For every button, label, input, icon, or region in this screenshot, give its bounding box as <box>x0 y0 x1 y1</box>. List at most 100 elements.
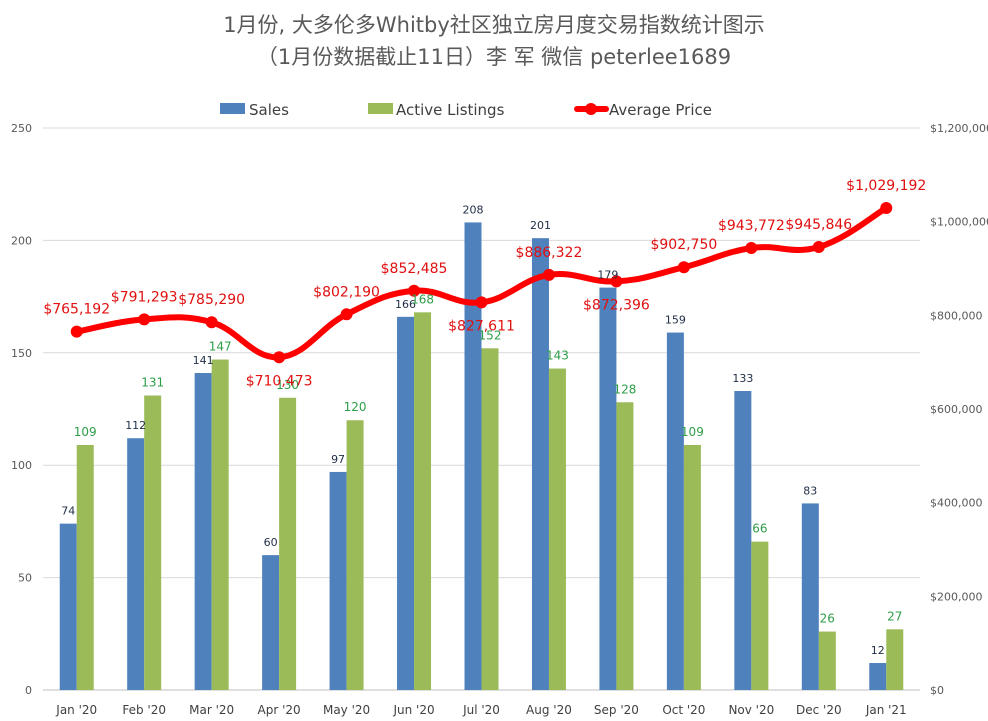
bar-sales <box>59 523 77 690</box>
data-label-active-listings: 120 <box>344 400 367 414</box>
y-axis-left: 0 50 100 150 200 250 <box>11 122 32 697</box>
data-label-sales: 60 <box>264 536 278 549</box>
y-right-tick-label: $1,200,000 <box>930 122 988 135</box>
legend-label-active-listings: Active Listings <box>396 101 505 119</box>
bar-sales <box>734 391 752 690</box>
bar-sales <box>194 373 212 690</box>
data-label-sales: 83 <box>803 484 817 497</box>
data-label-sales: 159 <box>665 314 686 327</box>
data-label-sales: 208 <box>463 203 484 216</box>
bar-active-listings <box>76 444 94 690</box>
y-right-tick-label: $1,000,000 <box>930 216 988 229</box>
data-label-average-price: $1,029,192 <box>846 178 926 194</box>
bar-sales <box>666 332 684 690</box>
point-average-price <box>812 241 825 254</box>
y-right-tick-label: $800,000 <box>930 309 983 322</box>
point-average-price <box>677 261 690 274</box>
point-average-price <box>205 316 218 329</box>
data-label-sales: 201 <box>530 219 551 232</box>
x-tick-label: Jan '21 <box>865 703 907 717</box>
data-label-average-price: $886,322 <box>516 245 583 261</box>
legend-item-active-listings: Active Listings <box>368 101 505 119</box>
y-left-tick-label: 150 <box>11 347 32 360</box>
x-tick-label: Jan '20 <box>55 703 97 717</box>
point-average-price <box>408 284 421 297</box>
data-label-average-price: $791,293 <box>111 289 178 305</box>
bar-sales <box>262 555 280 690</box>
x-axis: Jan '20 Feb '20 Mar '20 Apr '20 May '20 Jun '… <box>55 703 906 717</box>
data-label-active-listings: 128 <box>613 382 636 396</box>
y-right-tick-label: $600,000 <box>930 403 983 416</box>
legend-label-average-price: Average Price <box>609 101 712 119</box>
legend: Sales Active Listings Average Price <box>220 101 712 119</box>
data-label-active-listings: 66 <box>752 522 767 536</box>
data-label-active-listings: 27 <box>887 609 902 623</box>
data-label-average-price: $765,192 <box>43 302 110 318</box>
data-label-active-listings: 130 <box>276 378 299 392</box>
point-average-price <box>70 325 83 338</box>
legend-swatch-sales <box>220 103 245 114</box>
y-left-tick-label: 200 <box>11 234 32 247</box>
bar-active-listings <box>683 444 701 690</box>
point-average-price <box>475 296 488 309</box>
data-label-active-listings: 143 <box>546 349 569 363</box>
bar-sales <box>801 503 819 690</box>
y-left-tick-label: 100 <box>11 459 32 472</box>
bar-active-listings <box>548 368 566 690</box>
point-average-price <box>340 308 353 321</box>
data-label-active-listings: 26 <box>820 612 835 626</box>
data-label-average-price: $943,772 <box>718 218 785 234</box>
bar-active-listings <box>346 420 364 690</box>
data-label-average-price: $852,485 <box>381 261 448 277</box>
legend-marker-average-price <box>585 103 597 115</box>
data-label-active-listings: 152 <box>479 328 502 342</box>
data-label-sales: 112 <box>125 419 146 432</box>
x-tick-label: Mar '20 <box>189 703 234 717</box>
data-label-active-listings: 131 <box>141 376 164 390</box>
legend-swatch-active-listings <box>368 103 393 114</box>
data-label-sales: 12 <box>871 644 885 657</box>
data-label-active-listings: 147 <box>209 340 232 354</box>
data-label-sales: 133 <box>732 372 753 385</box>
legend-label-sales: Sales <box>249 101 289 119</box>
x-tick-label: Sep '20 <box>594 703 639 717</box>
point-average-price <box>138 313 151 326</box>
data-label-average-price: $802,190 <box>313 284 380 300</box>
x-tick-label: Apr '20 <box>258 703 301 717</box>
legend-item-average-price: Average Price <box>574 101 712 119</box>
chart-title: 1月份, 大多伦多Whitby社区独立房月度交易指数统计图示 <box>223 13 765 37</box>
y-right-tick-label: $400,000 <box>930 497 983 510</box>
point-average-price <box>610 275 623 288</box>
x-tick-label: Oct '20 <box>662 703 705 717</box>
bar-active-listings <box>616 402 634 690</box>
data-label-sales: 74 <box>61 505 75 518</box>
data-label-active-listings: 109 <box>74 425 97 439</box>
x-tick-label: Dec '20 <box>796 703 842 717</box>
data-label-average-price: $945,846 <box>785 217 852 233</box>
x-tick-label: Feb '20 <box>122 703 166 717</box>
bars <box>59 222 904 691</box>
bar-active-listings <box>886 629 904 690</box>
x-tick-label: Nov '20 <box>728 703 774 717</box>
legend-item-sales: Sales <box>220 101 289 119</box>
x-tick-label: Jul '20 <box>462 703 500 717</box>
bar-active-listings <box>414 312 432 690</box>
y-right-tick-label: $0 <box>930 684 944 697</box>
data-label-active-listings: 168 <box>411 292 434 306</box>
bar-sales <box>464 222 482 690</box>
x-tick-label: Jun '20 <box>392 703 434 717</box>
chart-subtitle: （1月份数据截止11日）李 军 微信 peterlee1689 <box>257 45 731 69</box>
y-left-tick-label: 250 <box>11 122 32 135</box>
y-right-tick-label: $200,000 <box>930 590 983 603</box>
point-average-price <box>273 351 286 364</box>
bar-sales <box>329 471 347 690</box>
y-left-tick-label: 0 <box>25 684 32 697</box>
bar-sales <box>599 287 617 690</box>
data-label-sales: 166 <box>395 298 416 311</box>
bar-active-listings <box>144 395 162 690</box>
data-label-sales: 179 <box>597 269 618 282</box>
bar-active-listings <box>751 541 769 690</box>
data-label-average-price: $872,396 <box>583 297 650 313</box>
